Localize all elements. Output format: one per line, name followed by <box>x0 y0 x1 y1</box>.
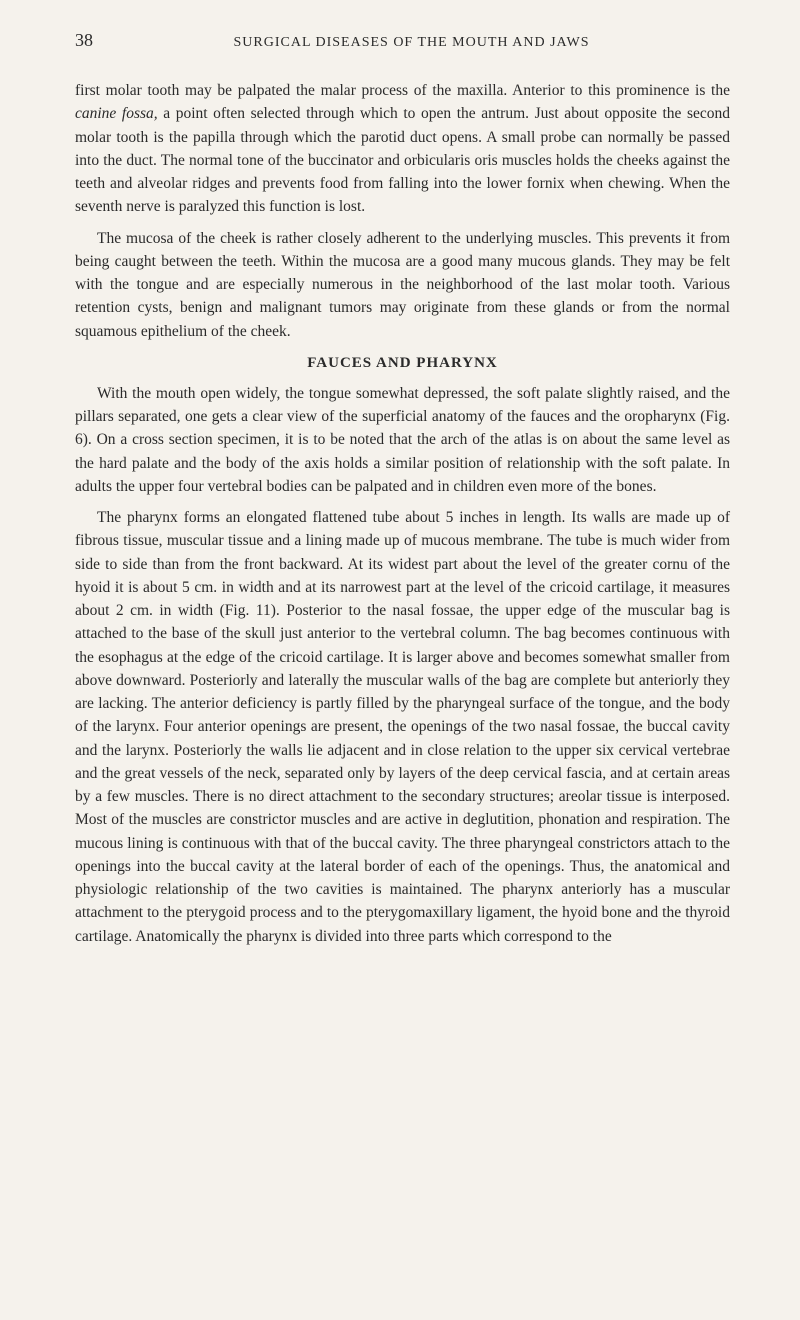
paragraph-1-text-post: a point often selected through which to … <box>75 105 730 215</box>
page-header: 38 SURGICAL DISEASES OF THE MOUTH AND JA… <box>75 30 730 51</box>
paragraph-1-italic: canine fossa, <box>75 105 158 122</box>
paragraph-2: The mucosa of the cheek is rather closel… <box>75 227 730 343</box>
paragraph-1-text-pre: first molar tooth may be palpated the ma… <box>75 82 730 99</box>
paragraph-4: The pharynx forms an elongated flattened… <box>75 506 730 948</box>
section-heading-fauces: FAUCES AND PHARYNX <box>75 355 730 372</box>
page-number: 38 <box>75 30 93 51</box>
running-header-title: SURGICAL DISEASES OF THE MOUTH AND JAWS <box>93 35 730 51</box>
paragraph-1: first molar tooth may be palpated the ma… <box>75 79 730 219</box>
paragraph-3: With the mouth open widely, the tongue s… <box>75 382 730 498</box>
